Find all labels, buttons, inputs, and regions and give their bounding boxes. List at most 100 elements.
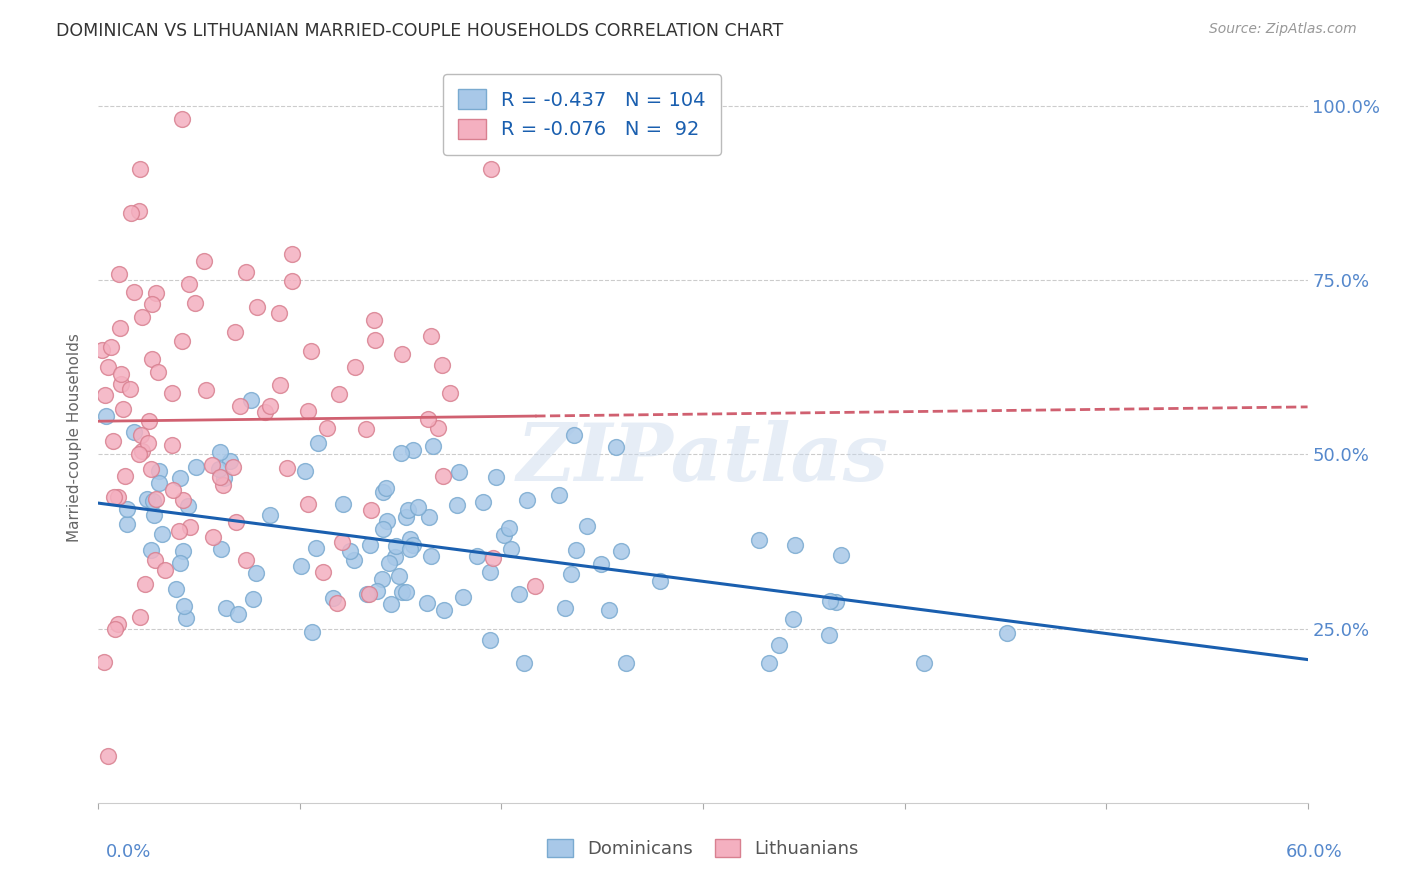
Point [169,471,191,485]
Point [235,553,257,567]
Point [142,508,165,522]
Point [179,520,201,534]
Point [94,387,117,401]
Point [359,587,381,601]
Point [281,274,304,288]
Point [322,591,344,605]
Point [202,530,225,544]
Point [560,567,582,582]
Point [246,300,269,314]
Point [146,365,169,379]
Point [419,549,441,564]
Point [160,438,183,452]
Point [173,599,195,614]
Point [139,461,162,475]
Point [426,421,449,435]
Point [177,500,200,514]
Text: 0.0%: 0.0% [105,843,150,861]
Point [114,469,136,483]
Point [508,587,530,601]
Point [224,325,246,339]
Text: 60.0%: 60.0% [1286,843,1343,861]
Point [402,538,425,552]
Point [235,264,257,278]
Point [276,461,298,475]
Point [479,162,502,177]
Point [482,550,505,565]
Point [90,343,112,357]
Point [396,503,419,517]
Point [299,344,322,359]
Point [326,596,349,610]
Point [471,494,494,508]
Text: ZIPatlas: ZIPatlas [517,420,889,498]
Point [100,340,122,354]
Point [110,376,132,391]
Text: Source: ZipAtlas.com: Source: ZipAtlas.com [1209,22,1357,37]
Point [824,595,846,609]
Point [307,436,329,450]
Point [609,544,631,558]
Point [554,601,576,615]
Point [648,574,671,588]
Legend: Dominicans, Lithuanians: Dominicans, Lithuanians [538,830,868,867]
Point [344,359,367,374]
Point [416,412,439,426]
Point [395,510,418,524]
Point [253,405,276,419]
Point [259,399,281,413]
Point [399,542,422,557]
Point [995,625,1018,640]
Point [212,471,235,485]
Point [479,565,502,579]
Point [148,476,170,491]
Point [239,393,262,408]
Point [312,565,335,579]
Point [104,622,127,636]
Point [107,267,129,281]
Point [782,612,804,626]
Point [783,539,806,553]
Point [94,409,117,423]
Point [117,516,139,531]
Point [384,550,406,565]
Point [122,425,145,439]
Point [377,514,399,528]
Point [589,557,612,571]
Point [818,628,841,642]
Point [328,387,350,401]
Point [332,497,354,511]
Point [120,383,142,397]
Point [433,602,456,616]
Point [373,522,395,536]
Point [141,297,163,311]
Point [363,312,385,326]
Point [129,161,152,176]
Point [229,399,252,413]
Point [422,439,444,453]
Point [339,544,361,558]
Point [330,534,353,549]
Point [820,593,842,607]
Point [401,443,423,458]
Point [212,478,235,492]
Point [120,205,142,219]
Point [93,655,115,669]
Point [242,592,264,607]
Point [380,598,402,612]
Text: DOMINICAN VS LITHUANIAN MARRIED-COUPLE HOUSEHOLDS CORRELATION CHART: DOMINICAN VS LITHUANIAN MARRIED-COUPLE H… [56,22,783,40]
Point [406,500,429,515]
Point [565,542,588,557]
Point [245,566,267,581]
Point [129,610,152,624]
Point [107,490,129,504]
Point [912,657,935,671]
Point [108,321,131,335]
Point [201,458,224,473]
Point [356,587,378,601]
Point [209,541,232,556]
Point [97,360,120,375]
Point [269,306,291,320]
Point [378,556,401,570]
Point [373,485,395,500]
